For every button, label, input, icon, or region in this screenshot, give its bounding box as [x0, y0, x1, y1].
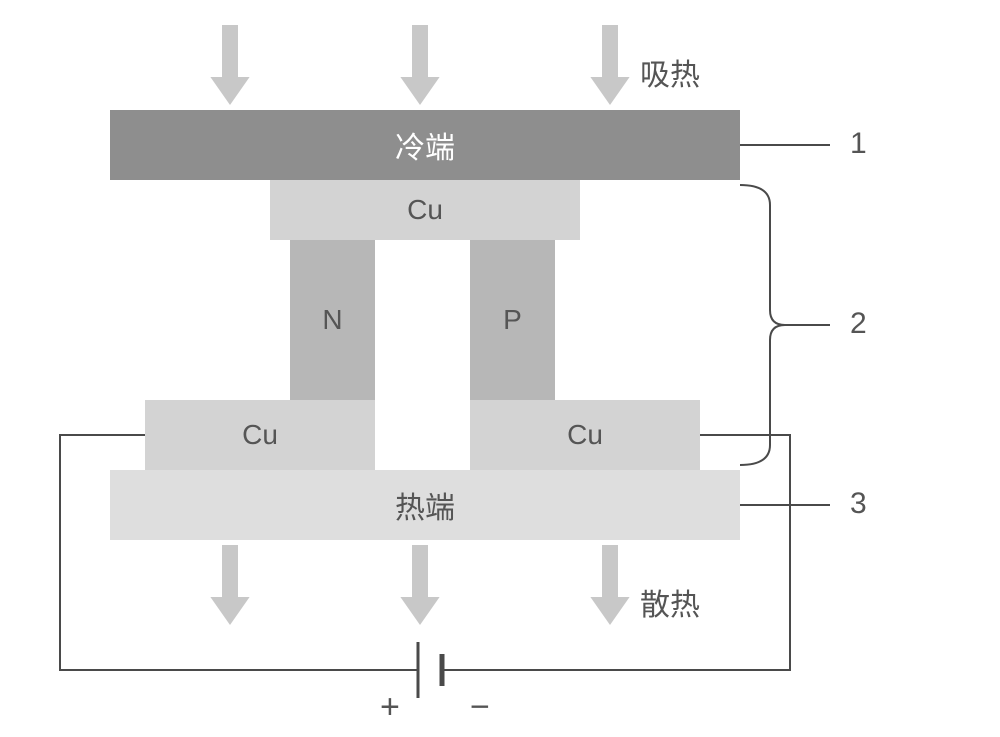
hot-end-label: 热端 — [395, 483, 455, 527]
cold-end-plate: 冷端 — [110, 110, 740, 180]
cold-end-label: 冷端 — [395, 123, 455, 167]
callout-2: 2 — [850, 307, 867, 341]
cu-br-label: Cu — [567, 419, 603, 451]
cu-bl-label: Cu — [242, 419, 278, 451]
n-leg: N — [290, 240, 375, 400]
cu-top-strip: Cu — [270, 180, 580, 240]
cu-bottom-left: Cu — [145, 400, 375, 470]
callout-3: 3 — [850, 487, 867, 521]
hot-end-plate: 热端 — [110, 470, 740, 540]
cu-bottom-right: Cu — [470, 400, 700, 470]
terminal-minus: − — [470, 688, 490, 727]
diagram-stage: 冷端 Cu N P Cu Cu 热端 吸热 散热 1 2 3 + − — [0, 0, 1000, 737]
p-leg-label: P — [503, 304, 522, 336]
heat-release-label: 散热 — [640, 580, 700, 624]
cu-top-label: Cu — [407, 194, 443, 226]
n-leg-label: N — [322, 304, 342, 336]
callout-1: 1 — [850, 127, 867, 161]
p-leg: P — [470, 240, 555, 400]
terminal-plus: + — [380, 688, 400, 727]
heat-absorb-label: 吸热 — [640, 50, 700, 94]
